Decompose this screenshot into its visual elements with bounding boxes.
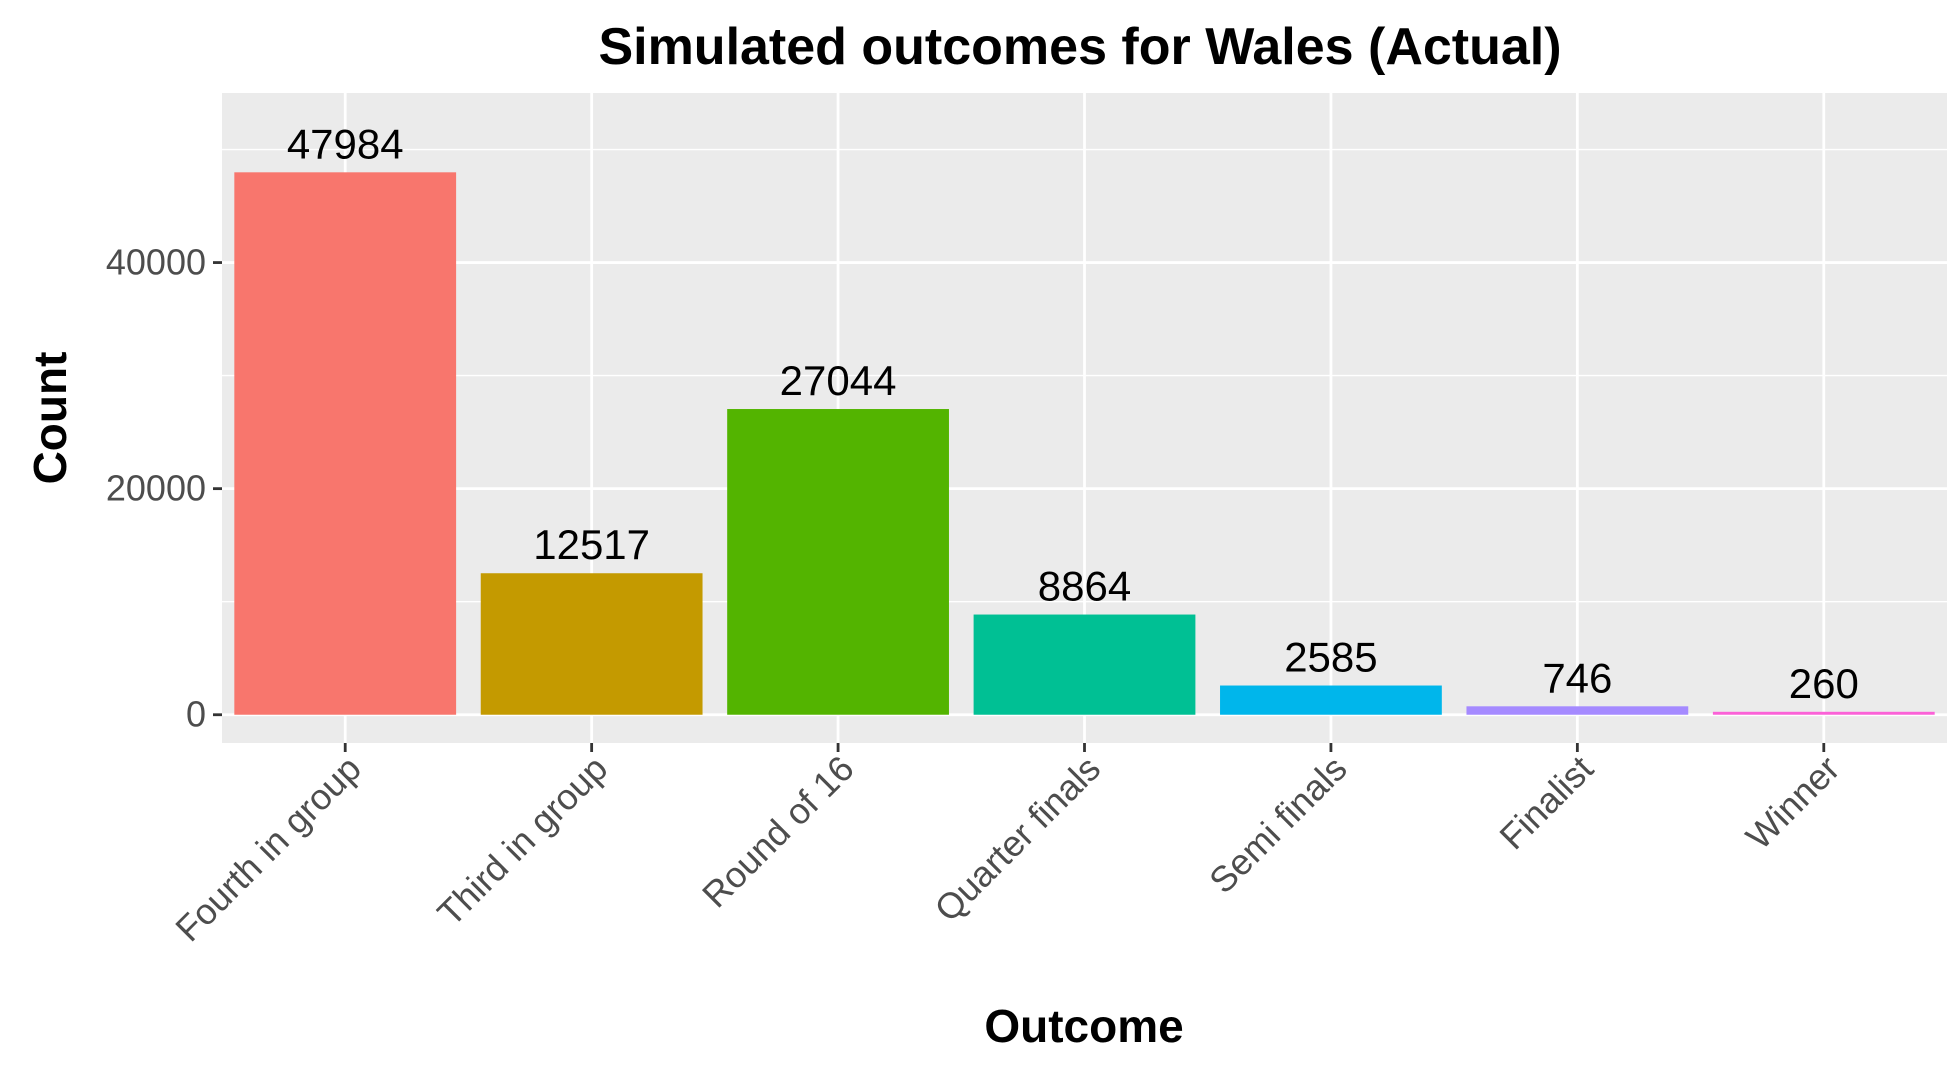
x-tick-label: Third in group: [429, 748, 615, 934]
x-tick-label: Round of 16: [694, 748, 862, 916]
bar-value-label: 27044: [780, 357, 897, 404]
chart-title: Simulated outcomes for Wales (Actual): [598, 18, 1561, 76]
y-tick-label: 0: [186, 694, 206, 735]
bar-quarter-finals: [973, 614, 1196, 715]
y-tick-label: 40000: [106, 242, 206, 283]
x-axis: Fourth in group Third in group Round of 16…: [167, 743, 1847, 949]
bar-winner: [1712, 711, 1935, 715]
bar-value-label: 12517: [533, 521, 650, 568]
bar-semi-finals: [1220, 685, 1442, 715]
x-tick-label: Winner: [1738, 748, 1848, 858]
bar-value-label: 746: [1542, 654, 1612, 701]
x-axis-title: Outcome: [984, 1000, 1183, 1052]
data-labels: 47984 12517 27044 8864 2585 746 260: [287, 120, 1859, 706]
bar-value-label: 2585: [1284, 634, 1377, 681]
y-axis: 0 20000 40000: [106, 242, 222, 735]
bar-fourth-in-group: [234, 172, 457, 715]
x-tick-label: Quarter finals: [926, 748, 1108, 930]
bar-round-of-16: [727, 409, 949, 715]
bar-third-in-group: [480, 573, 703, 715]
bar-value-label: 47984: [287, 120, 404, 167]
x-tick-label: Finalist: [1491, 748, 1601, 858]
y-axis-title: Count: [24, 352, 76, 485]
x-tick-label: Semi finals: [1201, 748, 1354, 901]
bar-value-label: 8864: [1038, 563, 1131, 610]
bar-finalist: [1466, 706, 1689, 715]
x-tick-label: Fourth in group: [167, 748, 369, 950]
y-tick-label: 20000: [106, 468, 206, 509]
bars: [234, 172, 1935, 715]
bar-value-label: 260: [1789, 660, 1859, 707]
